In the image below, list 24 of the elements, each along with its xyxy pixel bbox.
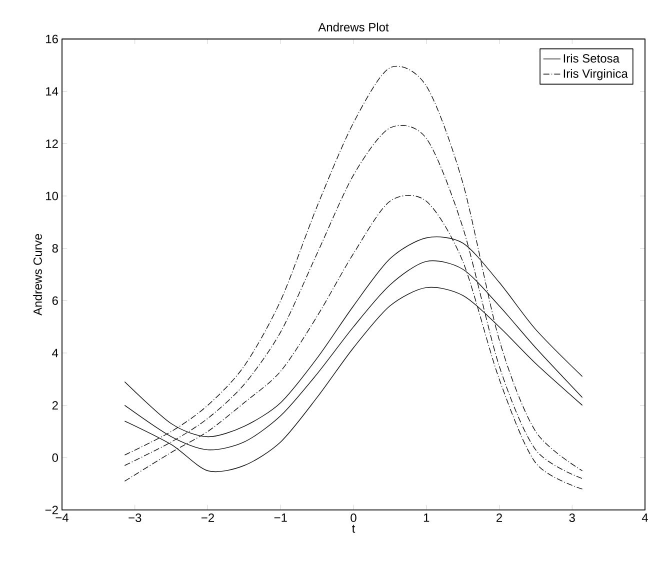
chart-title: Andrews Plot [318, 22, 389, 32]
x-tick-label: 3 [569, 514, 575, 522]
legend-label: Iris Setosa [564, 54, 620, 63]
y-tick-label: −2 [45, 506, 58, 514]
y-tick-label: 6 [52, 296, 58, 305]
x-tick-label: 1 [424, 514, 430, 522]
y-tick-label: 0 [52, 453, 58, 462]
y-tick-label: 12 [46, 139, 58, 148]
x-tick-label: −3 [128, 514, 142, 522]
x-tick-label: 2 [496, 514, 502, 522]
y-tick-label: 14 [46, 87, 58, 96]
x-axis-title: t [352, 524, 356, 533]
x-tick-label: −4 [56, 514, 68, 522]
y-tick-label: 10 [46, 192, 58, 200]
x-tick-label: 0 [350, 514, 356, 522]
x-tick-label: −2 [202, 514, 214, 522]
x-tick-label: −1 [274, 514, 287, 522]
legend-label: Iris Virginica [564, 69, 628, 80]
x-tick-label: 4 [642, 514, 648, 522]
y-tick-label: 8 [52, 244, 58, 253]
y-tick-label: 4 [52, 348, 58, 358]
y-tick-label: 2 [52, 401, 58, 410]
y-tick-label: 16 [46, 34, 58, 44]
y-axis-title: Andrews Curve [33, 234, 42, 316]
